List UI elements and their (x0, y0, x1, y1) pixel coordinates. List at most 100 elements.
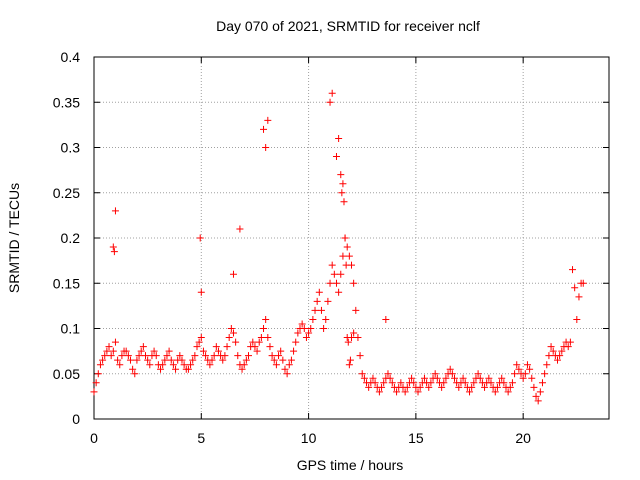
data-point (129, 365, 137, 373)
data-point (326, 279, 334, 287)
data-point (543, 361, 551, 369)
data-point (146, 361, 154, 369)
data-point (242, 356, 250, 364)
x-axis-label: GPS time / hours (297, 457, 404, 473)
data-point (382, 315, 390, 323)
data-point (322, 315, 330, 323)
data-point (309, 315, 317, 323)
data-point (338, 189, 346, 197)
data-point (369, 374, 377, 382)
data-point (202, 352, 210, 360)
y-tick-label: 0.15 (53, 275, 80, 291)
data-point (526, 365, 534, 373)
data-point (172, 365, 180, 373)
data-point (240, 361, 248, 369)
data-point (337, 171, 345, 179)
data-point (579, 279, 587, 287)
data-point (476, 374, 484, 382)
data-point (427, 379, 435, 387)
data-point (481, 383, 489, 391)
data-point (521, 370, 529, 378)
data-point (491, 388, 499, 396)
data-point (206, 361, 214, 369)
data-point (260, 125, 268, 133)
x-tick-label: 15 (408, 430, 424, 446)
data-point (232, 338, 240, 346)
data-point (290, 347, 298, 355)
data-point (114, 356, 122, 364)
data-point (257, 334, 265, 342)
data-point (468, 383, 476, 391)
data-point (358, 370, 366, 378)
data-point (187, 361, 195, 369)
data-point (236, 225, 244, 233)
data-point (388, 379, 396, 387)
data-point (195, 338, 203, 346)
y-tick-label: 0.05 (53, 366, 80, 382)
data-point (339, 252, 347, 260)
data-point (159, 361, 167, 369)
data-point (197, 334, 205, 342)
data-point (384, 370, 392, 378)
data-point (227, 325, 235, 332)
data-points (91, 90, 587, 405)
data-point (157, 365, 165, 373)
data-point (371, 379, 379, 387)
y-axis-label: SRMTID / TECUs (6, 183, 22, 293)
data-point (99, 356, 107, 364)
data-point (165, 347, 173, 355)
data-point (345, 361, 353, 369)
data-point (275, 352, 283, 360)
data-point (330, 270, 338, 278)
data-point (408, 374, 416, 382)
data-point (532, 392, 540, 400)
data-point (416, 383, 424, 391)
data-point (554, 356, 561, 364)
y-tick-label: 0.4 (61, 49, 81, 65)
x-tick-label: 5 (197, 430, 205, 446)
data-point (103, 347, 111, 355)
data-point (566, 338, 574, 346)
data-point (124, 352, 132, 360)
data-point (340, 198, 348, 206)
data-point (178, 356, 186, 364)
data-point (298, 320, 306, 328)
data-point (268, 352, 276, 360)
data-point (169, 361, 177, 369)
data-point (142, 352, 149, 360)
data-point (451, 374, 458, 382)
y-tick-labels: 0 0.05 0.1 0.15 0.2 0.25 0.3 0.35 0.4 (53, 49, 80, 427)
data-point (96, 361, 104, 369)
data-point (466, 388, 474, 396)
data-point (163, 352, 171, 360)
data-point (133, 356, 141, 364)
data-point (500, 379, 508, 387)
data-point (335, 288, 343, 296)
data-point (193, 343, 201, 351)
x-tick-label: 0 (90, 430, 98, 446)
data-point (229, 329, 237, 337)
data-point (360, 374, 368, 382)
data-point (279, 356, 287, 364)
data-point (214, 347, 222, 355)
y-tick-label: 0 (72, 411, 80, 427)
data-point (251, 343, 259, 351)
data-point (519, 374, 527, 382)
data-point (511, 370, 519, 378)
data-point (180, 361, 188, 369)
data-point (346, 356, 354, 364)
data-point (221, 352, 229, 360)
data-point (410, 379, 418, 387)
data-point (300, 325, 308, 332)
data-point (302, 334, 310, 342)
data-point (229, 270, 237, 278)
data-point (536, 388, 544, 396)
data-point (210, 352, 218, 360)
data-point (459, 374, 467, 382)
data-point (135, 352, 143, 360)
data-point (403, 383, 411, 391)
data-point (90, 388, 98, 396)
data-point (225, 334, 233, 342)
data-point (341, 234, 349, 242)
data-point (277, 347, 285, 355)
